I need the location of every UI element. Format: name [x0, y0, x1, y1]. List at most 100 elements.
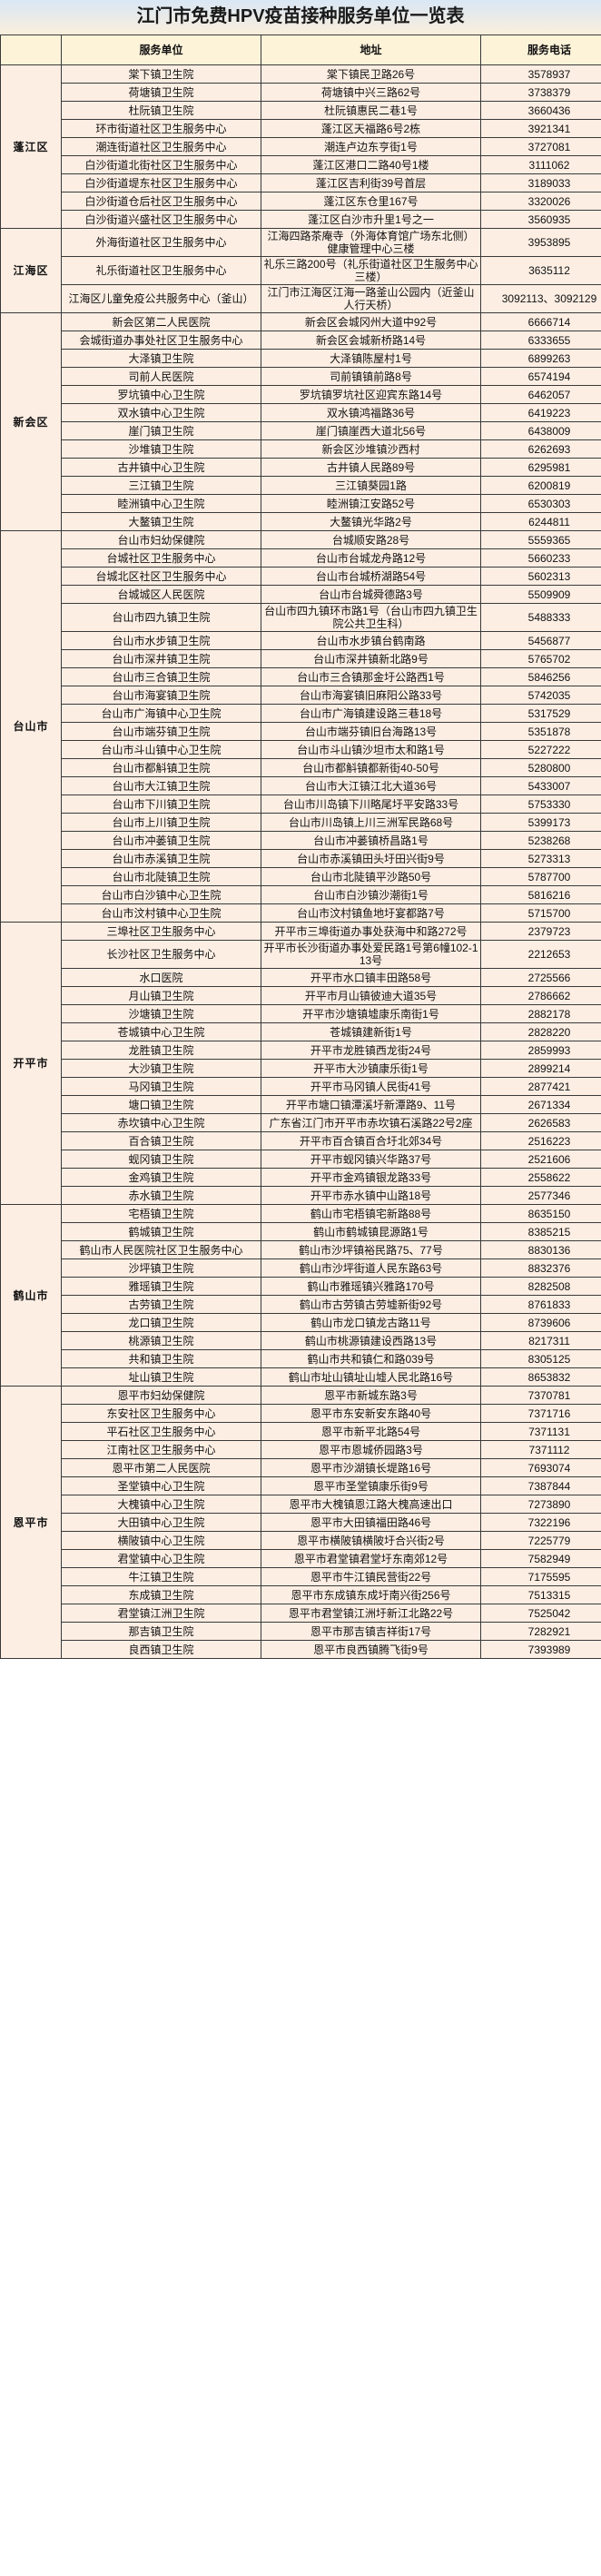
tel-cell[interactable]: 6295981 — [480, 458, 601, 477]
tel-cell[interactable]: 6666714 — [480, 312, 601, 331]
tel-cell[interactable]: 6262693 — [480, 439, 601, 459]
tel-cell[interactable]: 5765702 — [480, 649, 601, 668]
table-row: 新会区 新会区第二人民医院 新会区会城冈州大道中92号 6666714 — [0, 312, 601, 531]
unit-cell: 白沙街道北街社区卫生服务中心 — [61, 155, 261, 174]
tel-cell[interactable]: 7282921 — [480, 1622, 601, 1641]
tel-cell[interactable]: 2828220 — [480, 1022, 601, 1041]
unit-cell: 龙口镇卫生院 — [61, 1313, 261, 1332]
tel-cell[interactable]: 5660233 — [480, 548, 601, 568]
tel-cell[interactable]: 7371131 — [480, 1422, 601, 1441]
tel-cell[interactable]: 2212653 — [480, 940, 601, 969]
table-row: 台山市白沙镇中心卫生院 台山市白沙镇沙潮街1号 5816216 — [1, 885, 601, 904]
tel-cell[interactable]: 8653832 — [480, 1367, 601, 1387]
tel-cell[interactable]: 5559365 — [480, 530, 601, 549]
tel-cell[interactable]: 6899263 — [480, 349, 601, 368]
tel-cell[interactable]: 5399173 — [480, 813, 601, 832]
tel-cell[interactable]: 8635150 — [480, 1204, 601, 1223]
tel-cell[interactable]: 2558622 — [480, 1168, 601, 1187]
tel-cell[interactable]: 5273313 — [480, 849, 601, 868]
unit-cell: 君堂镇中心卫生院 — [61, 1549, 261, 1568]
unit-cell: 台山市四九镇卫生院 — [61, 603, 261, 632]
tel-cell[interactable]: 8761833 — [480, 1295, 601, 1314]
tel-cell[interactable]: 8217311 — [480, 1331, 601, 1350]
tel-cell[interactable]: 7693074 — [480, 1458, 601, 1477]
tel-cell[interactable]: 5742035 — [480, 686, 601, 705]
tel-cell[interactable]: 5238268 — [480, 831, 601, 850]
tel-cell[interactable]: 7393989 — [480, 1640, 601, 1659]
tel-cell[interactable]: 5816216 — [480, 885, 601, 904]
tel-cell[interactable]: 5351878 — [480, 722, 601, 741]
tel-cell[interactable]: 2577346 — [480, 1186, 601, 1205]
address-cell: 恩平市东安新安东路40号 — [261, 1404, 481, 1423]
tel-cell[interactable]: 2786662 — [480, 986, 601, 1005]
tel-cell[interactable]: 7513315 — [480, 1585, 601, 1604]
tel-cell[interactable]: 3921341 — [480, 119, 601, 138]
tel-cell[interactable]: 5715700 — [480, 903, 601, 923]
tel-cell[interactable]: 7582949 — [480, 1549, 601, 1568]
tel-cell[interactable]: 2725566 — [480, 968, 601, 987]
tel-cell[interactable]: 7370781 — [480, 1386, 601, 1405]
tel-cell[interactable]: 5753330 — [480, 795, 601, 814]
tel-cell[interactable]: 8282508 — [480, 1277, 601, 1296]
tel-cell[interactable]: 2626583 — [480, 1113, 601, 1132]
tel-cell[interactable]: 6419223 — [480, 403, 601, 422]
address-cell: 恩平市新城东路3号 — [261, 1386, 481, 1405]
tel-cell[interactable]: 2516223 — [480, 1131, 601, 1150]
region-cell: 蓬江区 — [0, 64, 62, 229]
tel-cell[interactable]: 7387844 — [480, 1476, 601, 1495]
tel-cell[interactable]: 5317529 — [480, 704, 601, 723]
tel-cell[interactable]: 3092113、3092129 — [480, 284, 601, 313]
tel-cell[interactable]: 5787700 — [480, 867, 601, 886]
tel-cell[interactable]: 6574194 — [480, 367, 601, 386]
tel-cell[interactable]: 6530303 — [480, 494, 601, 513]
tel-cell[interactable]: 5456877 — [480, 631, 601, 650]
address-cell: 礼乐三路200号（礼乐街道社区卫生服务中心三楼） — [261, 256, 481, 285]
tel-cell[interactable]: 3727081 — [480, 137, 601, 156]
tel-cell[interactable]: 7525042 — [480, 1604, 601, 1623]
tel-cell[interactable]: 2877421 — [480, 1077, 601, 1096]
tel-cell[interactable]: 5488333 — [480, 603, 601, 632]
tel-cell[interactable]: 7322196 — [480, 1513, 601, 1532]
tel-cell[interactable]: 5280800 — [480, 758, 601, 777]
tel-cell[interactable]: 2882178 — [480, 1004, 601, 1023]
tel-cell[interactable]: 3560935 — [480, 210, 601, 229]
tel-cell[interactable]: 6333655 — [480, 331, 601, 350]
unit-cell: 环市街道社区卫生服务中心 — [61, 119, 261, 138]
tel-cell[interactable]: 7273890 — [480, 1495, 601, 1514]
tel-cell[interactable]: 5433007 — [480, 776, 601, 795]
tel-cell[interactable]: 2379723 — [480, 922, 601, 941]
tel-cell[interactable]: 5602313 — [480, 567, 601, 586]
table-row: 江海区儿童免疫公共服务中心（釜山） 江门市江海区江海一路釜山公园内（近釜山人行天桥… — [1, 284, 601, 313]
tel-cell[interactable]: 3635112 — [480, 256, 601, 285]
tel-cell[interactable]: 5227222 — [480, 740, 601, 759]
tel-cell[interactable]: 3738379 — [480, 83, 601, 102]
tel-cell[interactable]: 2859993 — [480, 1041, 601, 1060]
tel-cell[interactable]: 8305125 — [480, 1349, 601, 1368]
tel-cell[interactable]: 5509909 — [480, 585, 601, 604]
address-cell: 杜阮镇惠民二巷1号 — [261, 101, 481, 120]
tel-cell[interactable]: 8830136 — [480, 1240, 601, 1259]
tel-cell[interactable]: 6462057 — [480, 385, 601, 404]
tel-cell[interactable]: 2671334 — [480, 1095, 601, 1114]
tel-cell[interactable]: 6438009 — [480, 421, 601, 440]
tel-cell[interactable]: 2899214 — [480, 1059, 601, 1078]
tel-cell[interactable]: 3111062 — [480, 155, 601, 174]
tel-cell[interactable]: 3578937 — [480, 64, 601, 84]
tel-cell[interactable]: 7175595 — [480, 1567, 601, 1586]
unit-cell: 大泽镇卫生院 — [61, 349, 261, 368]
tel-cell[interactable]: 8832376 — [480, 1258, 601, 1278]
tel-cell[interactable]: 3189033 — [480, 173, 601, 192]
tel-cell[interactable]: 5846256 — [480, 667, 601, 686]
address-cell: 睦洲镇江安路52号 — [261, 494, 481, 513]
tel-cell[interactable]: 3660436 — [480, 101, 601, 120]
tel-cell[interactable]: 2521606 — [480, 1150, 601, 1169]
tel-cell[interactable]: 7371716 — [480, 1404, 601, 1423]
tel-cell[interactable]: 3953895 — [480, 228, 601, 257]
tel-cell[interactable]: 6244811 — [480, 512, 601, 531]
tel-cell[interactable]: 8739606 — [480, 1313, 601, 1332]
tel-cell[interactable]: 8385215 — [480, 1222, 601, 1241]
tel-cell[interactable]: 6200819 — [480, 476, 601, 495]
tel-cell[interactable]: 7371112 — [480, 1440, 601, 1459]
tel-cell[interactable]: 7225779 — [480, 1531, 601, 1550]
tel-cell[interactable]: 3320026 — [480, 192, 601, 211]
